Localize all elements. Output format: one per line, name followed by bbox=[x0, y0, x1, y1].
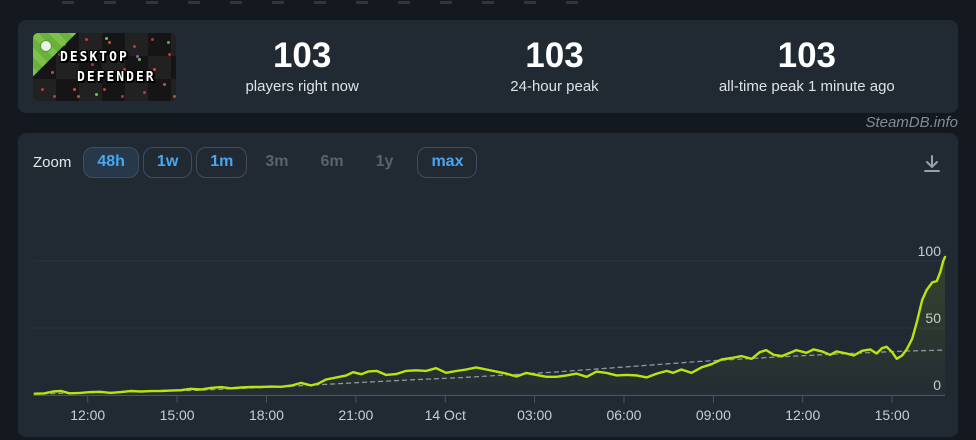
x-axis-label-0: 12:00 bbox=[70, 407, 105, 423]
peak-24h-label: 24-hour peak bbox=[510, 78, 599, 96]
alltime-peak-label: all-time peak 1 minute ago bbox=[718, 78, 895, 96]
current-players-value: 103 bbox=[272, 35, 332, 75]
stats-row: 103 players right now 103 24-hour peak 1… bbox=[176, 35, 958, 96]
x-axis-label-3: 21:00 bbox=[338, 407, 373, 423]
download-chart-button[interactable] bbox=[921, 153, 943, 180]
zoom-button-6m: 6m bbox=[307, 147, 358, 178]
x-axis-label-1: 15:00 bbox=[160, 407, 195, 423]
alltime-peak-value: 103 bbox=[777, 35, 837, 75]
zoom-button-max[interactable]: max bbox=[417, 146, 478, 178]
stat-24h-peak: 103 24-hour peak bbox=[428, 35, 680, 96]
cropped-page-title-remnant bbox=[62, 1, 607, 4]
x-axis-label-6: 06:00 bbox=[606, 407, 641, 423]
current-players-label: players right now bbox=[245, 78, 359, 96]
trend-line bbox=[34, 349, 946, 395]
zoom-button-1y: 1y bbox=[362, 147, 408, 178]
players-line bbox=[33, 255, 947, 395]
x-axis-label-5: 03:00 bbox=[517, 407, 552, 423]
x-axis-label-2: 18:00 bbox=[249, 407, 284, 423]
zoom-button-1w[interactable]: 1w bbox=[142, 146, 193, 178]
stat-current-players: 103 players right now bbox=[176, 35, 428, 96]
x-axis-label-4: 14 Oct bbox=[425, 407, 466, 423]
banner-title-line1: DESKTOP bbox=[60, 49, 129, 65]
steamdb-watermark: SteamDB.info bbox=[865, 114, 958, 131]
players-area-fill bbox=[34, 257, 946, 395]
download-icon bbox=[924, 154, 940, 172]
zoom-button-3m: 3m bbox=[251, 147, 302, 178]
zoom-buttons-group: 48h 1w 1m 3m 6m 1y max bbox=[83, 146, 478, 178]
x-axis-label-8: 12:00 bbox=[785, 407, 820, 423]
banner-corner-badge-icon bbox=[40, 39, 52, 52]
x-axis-label-7: 09:00 bbox=[696, 407, 731, 423]
zoom-button-1m[interactable]: 1m bbox=[196, 146, 248, 178]
zoom-range-selector: Zoom 48h 1w 1m 3m 6m 1y max bbox=[33, 146, 943, 178]
game-capsule-image[interactable]: DESKTOP DEFENDER bbox=[33, 32, 176, 101]
stats-panel: DESKTOP DEFENDER 103 players right now 1… bbox=[18, 20, 958, 113]
zoom-label: Zoom bbox=[33, 153, 72, 171]
x-axis-label-9: 15:00 bbox=[875, 407, 910, 423]
zoom-button-48h[interactable]: 48h bbox=[83, 146, 139, 178]
y-axis-label-100: 100 bbox=[918, 243, 942, 259]
banner-title-line2: DEFENDER bbox=[77, 69, 156, 85]
peak-24h-value: 103 bbox=[525, 35, 584, 75]
stat-alltime-peak: 103 all-time peak 1 minute ago bbox=[681, 35, 933, 96]
